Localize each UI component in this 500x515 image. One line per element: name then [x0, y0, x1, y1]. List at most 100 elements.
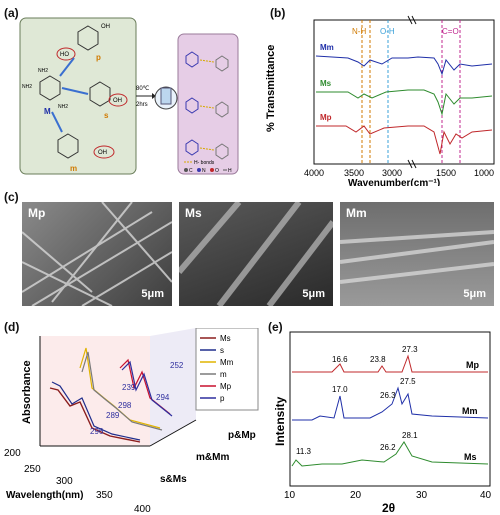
uv-xtick-250: 250 [24, 464, 41, 475]
m-letter: m [70, 164, 77, 173]
p-oh-label: OH [101, 24, 110, 30]
xrd-peak-mp-2: 23.8 [370, 355, 386, 364]
legend-atom-h: H [228, 168, 232, 174]
uv-3d-chart: Absorbance 252 239 294 298 289 296 p&Mp … [4, 328, 259, 514]
xrd-peak-ms-2: 26.2 [380, 443, 396, 452]
ir-spectrum-chart: % Transmittance N-H O-H C=O Mm Ms Mp 400… [265, 15, 495, 186]
legend-atom-c: C [189, 168, 193, 174]
xrd-label-mp: Mp [466, 360, 479, 370]
xrd-label-ms: Ms [464, 452, 477, 462]
xrd-peak-ms-1: 11.3 [296, 447, 312, 456]
xrd-peak-mm-2: 26.3 [380, 391, 396, 400]
ir-curve-mp [316, 125, 493, 155]
panel-a-scheme: OH HO p NH2 NH2 NH2 M OH s OH m 80℃ 2hrs… [19, 17, 239, 175]
uv-peak-289: 289 [106, 411, 120, 420]
uv-xlabel: Wavelength(nm) [6, 490, 83, 501]
uv-xtick-350: 350 [96, 490, 113, 501]
ir-label-ms: Ms [320, 79, 332, 88]
xrd-peak-mp-1: 16.6 [332, 355, 348, 364]
uv-peak-296: 296 [90, 427, 104, 436]
xrd-curve-mp [292, 354, 488, 373]
ir-tick-1000: 1000 [474, 168, 494, 178]
ir-label-mp: Mp [320, 113, 332, 122]
m-nh2-top: NH2 [38, 68, 48, 74]
ir-tick-4000: 4000 [304, 168, 324, 178]
s-letter: s [104, 111, 109, 120]
xrd-peak-mp-3: 27.3 [402, 345, 418, 354]
sem-label-mm: Mm [346, 206, 367, 220]
uv-peak-298: 298 [118, 401, 132, 410]
xrd-xtick-10: 10 [284, 490, 296, 501]
uv-curve-sms [49, 387, 141, 443]
sem-label-ms: Ms [185, 206, 202, 220]
uv-depth-pmp: p&Mp [228, 430, 256, 441]
xrd-xtick-30: 30 [416, 490, 428, 501]
uv-peak-252: 252 [170, 361, 184, 370]
ir-ylabel: % Transmittance [265, 45, 277, 132]
uv-curve-m [81, 351, 163, 431]
m-oh-label: OH [98, 150, 107, 156]
xrd-peak-ms-3: 28.1 [402, 431, 418, 440]
condition-time: 2hrs [136, 102, 148, 108]
xrd-peak-mm-3: 27.5 [400, 377, 416, 386]
m-nh2-left: NH2 [22, 84, 32, 90]
ir-tick-3500: 3500 [344, 168, 364, 178]
sem-label-mp: Mp [28, 206, 46, 220]
uv-legend-m: m [220, 370, 227, 379]
sem-image-mp: Mp 5μm [22, 202, 172, 306]
sem-image-mm: Mm 5μm [340, 202, 494, 306]
condition-temp: 80℃ [136, 86, 150, 92]
uv-ylabel: Absorbance [21, 360, 33, 424]
xrd-label-mm: Mm [462, 406, 478, 416]
ir-curve-mm [315, 55, 493, 76]
uv-legend-mm: Mm [220, 358, 234, 367]
xrd-curve-mm [292, 386, 489, 421]
xrd-xtick-20: 20 [350, 490, 362, 501]
uv-legend-s: s [220, 346, 224, 355]
M-letter: M [44, 107, 51, 116]
sem-scale-mm: 5μm [463, 288, 486, 300]
xrd-xlabel: 2θ [382, 501, 395, 514]
uv-depth-sms: s&Ms [160, 474, 187, 485]
uv-peak-294: 294 [156, 393, 170, 402]
panel-d-label: (d) [4, 320, 20, 334]
uv-xtick-200: 200 [4, 448, 21, 459]
sem-scale-mp: 5μm [141, 288, 164, 300]
uv-xtick-400: 400 [134, 504, 151, 514]
sem-scale-ms: 5μm [302, 288, 325, 300]
sem-image-ms: Ms 5μm [179, 202, 333, 306]
xrd-peak-mm-1: 17.0 [332, 385, 348, 394]
p-ho-label: HO [60, 52, 69, 58]
ir-label-mm: Mm [320, 43, 334, 52]
uv-peak-239: 239 [122, 383, 136, 392]
xrd-chart: Intensity Mp Mm Ms 16.6 23.8 27.3 17.0 2… [273, 331, 492, 514]
s-oh-label: OH [113, 98, 122, 104]
uv-depth-mmm: m&Mm [196, 452, 229, 463]
xrd-curve-ms [291, 441, 489, 467]
ir-tick-1500: 1500 [436, 168, 456, 178]
peak-co: C=O [442, 27, 459, 36]
uv-curve-p [121, 360, 173, 417]
uv-curve-s [51, 381, 141, 441]
uv-legend-ms: Ms [220, 334, 231, 343]
xrd-xtick-40: 40 [480, 490, 492, 501]
peak-nh: N-H [352, 27, 366, 36]
m-nh2-right: NH2 [58, 104, 68, 110]
uv-legend-mp: Mp [220, 382, 232, 391]
ir-tick-3000: 3000 [382, 168, 402, 178]
legend-atom-o: O [215, 168, 219, 174]
ir-curve-ms [316, 89, 493, 116]
xrd-ylabel: Intensity [273, 396, 287, 446]
uv-xtick-300: 300 [56, 476, 73, 487]
panel-b-label: (b) [270, 6, 286, 20]
legend-atom-n: N [202, 168, 206, 174]
uv-legend: Ms s Mm m Mp p [200, 334, 234, 403]
uv-legend-p: p [220, 394, 225, 403]
panel-c-label: (c) [4, 190, 19, 204]
legend-hbond: H- bonds [194, 160, 215, 166]
panel-a-label: (a) [4, 6, 19, 20]
ir-xlabel: Wavenumber(cm⁻¹) [348, 178, 440, 186]
p-letter: p [96, 53, 101, 62]
peak-oh: O-H [380, 27, 395, 36]
panel-e-label: (e) [268, 320, 283, 334]
